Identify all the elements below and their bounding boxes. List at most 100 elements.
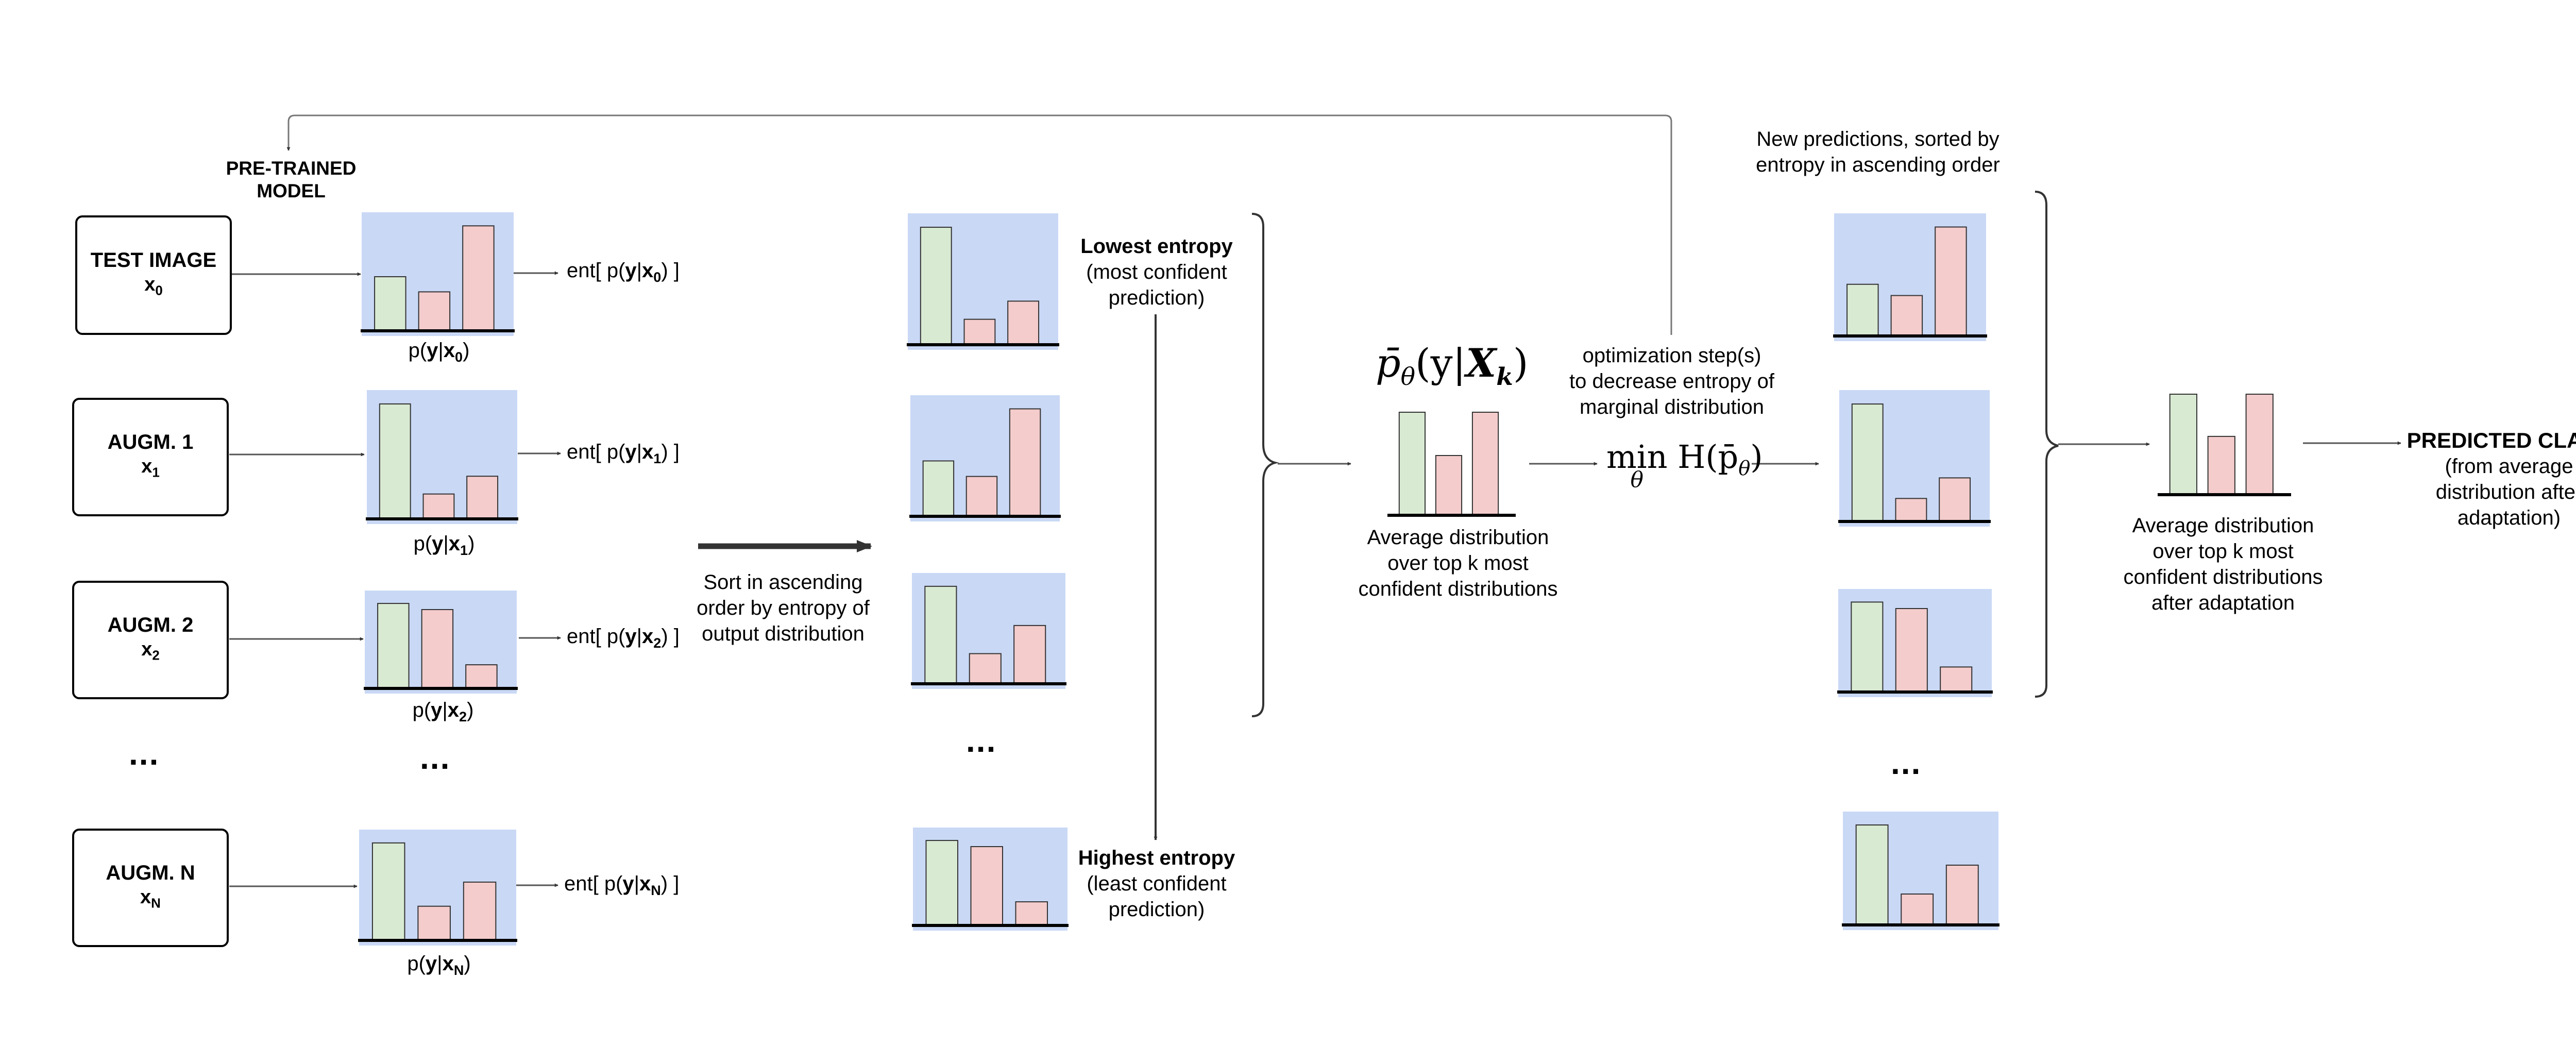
sorted-histogram-2 <box>911 573 1066 689</box>
histogram-bar <box>1013 625 1046 685</box>
highest-entropy-label: Highest entropy (least confident predict… <box>1061 845 1252 922</box>
histogram-bar <box>1009 408 1041 517</box>
input-box-test-image[interactable]: TEST IMAGE x0 <box>75 215 232 335</box>
feedback-loop-arrow <box>286 114 1672 335</box>
histogram-bar <box>1895 498 1927 522</box>
sort-step-line2: order by entropy of <box>697 597 870 619</box>
histogram-bar <box>466 476 499 520</box>
sorted-ellipsis: ... <box>966 722 997 759</box>
sorted-histogram-3 <box>912 828 1069 931</box>
pretrained-model-label: PRE-TRAINED MODEL <box>216 157 366 203</box>
input-box-variable: x1 <box>141 456 160 480</box>
highest-entropy-line2: (least confident <box>1087 872 1227 895</box>
predicted-class-line3: distribution after <box>2435 481 2576 503</box>
input-histogram-0 <box>361 212 515 336</box>
histogram-bar <box>965 476 998 517</box>
input-box-title: TEST IMAGE <box>90 249 217 272</box>
histogram-bar <box>417 905 451 941</box>
histogram-bar <box>924 585 957 684</box>
histogram-bar <box>1398 412 1426 516</box>
lowest-entropy-line3: prediction) <box>1108 286 1205 309</box>
entropy-label-1: ent[ p(y|x1) ] <box>567 441 680 466</box>
sort-step-line3: output distribution <box>702 622 865 645</box>
histogram-bar <box>925 840 958 926</box>
histogram-bar <box>1015 901 1048 926</box>
new-predictions-brace <box>2035 191 2059 698</box>
lowest-entropy-line2: (most confident <box>1086 261 1227 283</box>
new-prediction-histogram-2 <box>1837 589 1993 697</box>
objective-text: H(p̄ <box>1677 438 1739 476</box>
optimization-line1: optimization step(s) <box>1582 344 1761 367</box>
histogram-bar <box>422 493 455 520</box>
input-box-augm-1[interactable]: AUGM. 1 x1 <box>72 398 229 516</box>
histogram-bar <box>374 276 406 331</box>
histogram-bar <box>379 403 411 520</box>
adapted-histogram <box>2158 394 2291 496</box>
new-predictions-line2: entropy in ascending order <box>1756 154 2000 176</box>
histogram-bar <box>963 318 996 346</box>
input-box-title: AUGM. 1 <box>107 431 194 454</box>
optimization-line2: to decrease entropy of <box>1569 370 1775 393</box>
marginal-caption-line1: Average distribution <box>1367 526 1549 549</box>
histogram-bar <box>1895 608 1928 693</box>
lowest-entropy-label: Lowest entropy (most confident predictio… <box>1061 233 1252 311</box>
histogram-bar <box>2207 435 2235 496</box>
predicted-class-label: PREDICTED CLASS (from average distributi… <box>2401 428 2576 531</box>
sorted-brace <box>1251 213 1279 717</box>
new-predictions-ellipsis: ... <box>1891 744 1922 781</box>
histogram-bar <box>1939 477 1971 522</box>
input-box-title: AUGM. 2 <box>107 614 194 637</box>
new-prediction-histogram-1 <box>1838 390 1991 527</box>
input-box-variable: xN <box>140 886 161 911</box>
distributions-ellipsis: ... <box>420 739 451 776</box>
objective-formula: min θ H(p̄θ) <box>1606 438 1763 492</box>
adapted-caption-line3: confident distributions <box>2123 566 2323 588</box>
histogram-bar <box>1935 226 1967 337</box>
adapted-caption-line1: Average distribution <box>2132 514 2314 537</box>
input-box-variable: x0 <box>144 274 163 298</box>
histogram-bar <box>2169 394 2197 495</box>
input-histogram-2 <box>364 591 518 694</box>
highest-entropy-title: Highest entropy <box>1078 847 1235 869</box>
min-operator: min <box>1606 438 1668 476</box>
dist-caption-2: p(y|x2) <box>412 699 474 724</box>
histogram-bar <box>1945 865 1979 925</box>
histogram-bar <box>377 603 410 689</box>
histogram-bar <box>920 227 952 345</box>
histogram-bar <box>969 653 1002 684</box>
marginal-formula: p̄θ(y|Xk) <box>1376 340 1529 392</box>
input-box-augm-2[interactable]: AUGM. 2 x2 <box>72 581 229 699</box>
histogram-bar <box>922 460 955 517</box>
adapted-caption-line2: over top k most <box>2153 540 2294 563</box>
marginal-caption: Average distribution over top k most con… <box>1340 525 1577 602</box>
input-histogram-1 <box>366 390 518 524</box>
entropy-label-n: ent[ p(y|xN) ] <box>564 872 680 898</box>
histogram-bar <box>371 842 405 941</box>
input-histogram-3 <box>358 830 517 946</box>
histogram-bar <box>1471 412 1499 516</box>
histogram-bar <box>1846 283 1879 336</box>
highest-entropy-line3: prediction) <box>1108 898 1205 921</box>
input-box-variable: x2 <box>141 638 160 663</box>
predicted-class-line4: adaptation) <box>2457 507 2561 529</box>
marginal-caption-line3: confident distributions <box>1358 578 1558 600</box>
histogram-bar <box>418 291 451 332</box>
sorted-histogram-1 <box>909 395 1061 521</box>
predicted-class-title: PREDICTED CLASS <box>2406 428 2576 452</box>
dist-caption-0: p(y|x0) <box>408 339 470 365</box>
histogram-bar <box>1851 403 1884 522</box>
adapted-caption-line4: after adaptation <box>2151 592 2295 614</box>
histogram-bar <box>465 664 498 689</box>
histogram-bar <box>421 609 454 689</box>
dist-caption-1: p(y|x1) <box>413 532 475 558</box>
inputs-ellipsis: ... <box>129 735 160 772</box>
histogram-bar <box>463 881 497 941</box>
histogram-bar <box>462 225 495 331</box>
histogram-bar <box>2245 394 2274 495</box>
input-box-augm-n[interactable]: AUGM. N xN <box>72 829 229 947</box>
sorted-histogram-0 <box>907 213 1059 350</box>
optimization-label: optimization step(s) to decrease entropy… <box>1556 343 1788 420</box>
adapted-caption: Average distribution over top k most con… <box>2102 513 2344 616</box>
histogram-bar <box>1890 295 1923 337</box>
